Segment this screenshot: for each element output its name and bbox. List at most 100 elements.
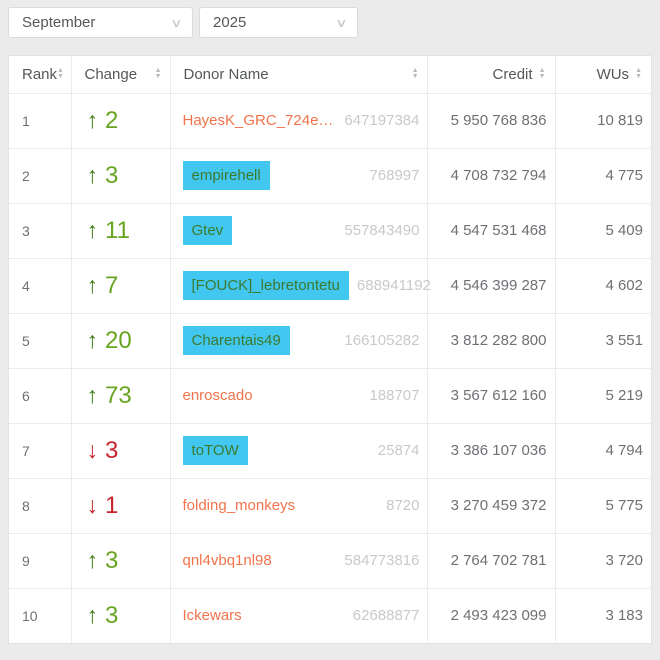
change-value: 1 (105, 491, 119, 519)
donor-name-link[interactable]: Ickewars (182, 607, 242, 625)
donor-name-link[interactable]: qnl4vbq1nl98 (182, 552, 272, 569)
table-row: 10 ↑ 3 Ickewars 62688877 2 493 423 099 3… (9, 587, 651, 643)
column-header-label: Credit (492, 65, 533, 83)
donor-cell: empirehell 768997 (170, 147, 428, 203)
change-value: 73 (105, 381, 132, 409)
change-cell: ↑ 3 (71, 147, 171, 203)
donor-id: 647197384 (344, 112, 420, 129)
rank-cell: 4 (9, 257, 72, 313)
column-header-label: Rank (22, 65, 58, 83)
column-header-rank[interactable]: Rank ▲ ▼ (9, 56, 72, 93)
column-header-donor-name[interactable]: Donor Name ▲ ▼ (170, 56, 428, 93)
leaderboard-body: 1 ↑ 2 HayesK_GRC_724e7c45… 647197384 5 9… (9, 92, 651, 643)
credit-cell: 4 547 531 468 (427, 202, 556, 258)
donor-name-link[interactable]: Charentais49 (182, 326, 290, 355)
credit-cell: 2 764 702 781 (427, 532, 556, 588)
rank-cell: 10 (9, 587, 72, 643)
table-row: 8 ↓ 1 folding_monkeys 8720 3 270 459 372… (9, 477, 651, 533)
sort-icon[interactable]: ▲ ▼ (57, 67, 64, 81)
leaderboard-table: Rank ▲ ▼ Change ▲ ▼ Donor Name ▲ ▼ (9, 56, 651, 643)
chevron-down-icon: ∨ (335, 16, 348, 30)
wus-cell: 5 409 (555, 202, 651, 258)
change-value: 3 (105, 546, 119, 574)
sort-icon[interactable]: ▲ ▼ (538, 67, 546, 81)
donor-id: 688941192 (356, 277, 431, 294)
rank-up-icon: ↑ (86, 382, 99, 408)
rank-up-icon: ↑ (86, 272, 99, 298)
donor-cell: qnl4vbq1nl98 584773816 (170, 532, 428, 588)
donor-id: 557843490 (344, 222, 420, 239)
sort-icon[interactable]: ▲ ▼ (154, 67, 162, 81)
donor-cell: Charentais49 166105282 (170, 312, 428, 368)
rank-up-icon: ↑ (86, 327, 99, 353)
rank-up-icon: ↑ (86, 217, 99, 243)
donor-id: 768997 (369, 167, 420, 184)
change-cell: ↑ 7 (71, 257, 171, 313)
column-header-change[interactable]: Change ▲ ▼ (71, 56, 171, 93)
rank-up-icon: ↑ (86, 162, 99, 188)
donor-cell: [FOUCK]_lebretontetu 688941192 (170, 257, 431, 313)
column-header-label: WUs (596, 65, 630, 83)
rank-cell: 2 (9, 147, 72, 203)
column-header-wus[interactable]: WUs ▲ ▼ (555, 56, 651, 93)
donor-cell: toTOW 25874 (170, 422, 428, 478)
change-cell: ↑ 73 (71, 367, 171, 423)
table-row: 6 ↑ 73 enroscado 188707 3 567 612 160 5 … (9, 367, 651, 423)
rank-cell: 6 (9, 367, 72, 423)
credit-cell: 3 270 459 372 (427, 477, 556, 533)
wus-cell: 3 183 (555, 587, 651, 643)
rank-up-icon: ↑ (86, 107, 99, 133)
donor-cell: folding_monkeys 8720 (170, 477, 428, 533)
donor-cell: Gtev 557843490 (170, 202, 428, 258)
donor-id: 62688877 (352, 607, 420, 625)
wus-cell: 4 794 (555, 422, 651, 478)
change-cell: ↑ 2 (71, 92, 171, 148)
table-row: 3 ↑ 11 Gtev 557843490 4 547 531 468 5 40… (9, 202, 651, 258)
table-row: 7 ↓ 3 toTOW 25874 3 386 107 036 4 794 (9, 422, 651, 478)
column-header-label: Change (84, 65, 138, 83)
donor-cell: Ickewars 62688877 (170, 587, 428, 643)
month-dropdown-value: September (22, 14, 96, 31)
donor-id: 8720 (386, 497, 420, 514)
chevron-down-icon: ∨ (170, 16, 183, 30)
change-value: 20 (105, 326, 132, 354)
column-header-credit[interactable]: Credit ▲ ▼ (427, 56, 556, 93)
rank-cell: 7 (9, 422, 72, 478)
sort-icon[interactable]: ▲ ▼ (411, 67, 419, 81)
credit-cell: 3 567 612 160 (427, 367, 556, 423)
table-row: 2 ↑ 3 empirehell 768997 4 708 732 794 4 … (9, 147, 651, 203)
change-value: 3 (105, 436, 119, 464)
credit-cell: 3 812 282 800 (427, 312, 556, 368)
wus-cell: 5 775 (555, 477, 651, 533)
change-value: 3 (105, 161, 119, 189)
donor-name-link[interactable]: [FOUCK]_lebretontetu (182, 271, 349, 300)
donor-id: 25874 (377, 442, 420, 459)
change-cell: ↓ 1 (71, 477, 171, 533)
donor-name-link[interactable]: enroscado (182, 387, 253, 404)
wus-cell: 4 602 (555, 257, 651, 313)
donor-name-link[interactable]: HayesK_GRC_724e7c45… (182, 112, 337, 129)
donor-name-link[interactable]: empirehell (182, 161, 270, 190)
change-value: 3 (105, 601, 119, 629)
change-cell: ↑ 3 (71, 587, 171, 643)
table-row: 4 ↑ 7 [FOUCK]_lebretontetu 688941192 4 5… (9, 257, 651, 313)
wus-cell: 4 775 (555, 147, 651, 203)
donor-name-link[interactable]: toTOW (182, 436, 248, 465)
rank-cell: 8 (9, 477, 72, 533)
filters-bar: September ∨ 2025 ∨ (0, 0, 660, 38)
rank-cell: 9 (9, 532, 72, 588)
donor-name-link[interactable]: Gtev (182, 216, 233, 245)
donor-cell: HayesK_GRC_724e7c45… 647197384 (170, 92, 428, 148)
year-dropdown[interactable]: 2025 ∨ (199, 7, 358, 38)
rank-up-icon: ↑ (86, 547, 99, 573)
rank-up-icon: ↑ (86, 602, 99, 629)
credit-cell: 4 708 732 794 (427, 147, 556, 203)
change-cell: ↑ 3 (71, 532, 171, 588)
rank-cell: 3 (9, 202, 72, 258)
donor-cell: enroscado 188707 (170, 367, 428, 423)
donor-name-link[interactable]: folding_monkeys (182, 497, 296, 514)
change-cell: ↑ 20 (71, 312, 171, 368)
sort-icon[interactable]: ▲ ▼ (635, 67, 642, 81)
month-dropdown[interactable]: September ∨ (8, 7, 193, 38)
wus-cell: 3 551 (555, 312, 651, 368)
